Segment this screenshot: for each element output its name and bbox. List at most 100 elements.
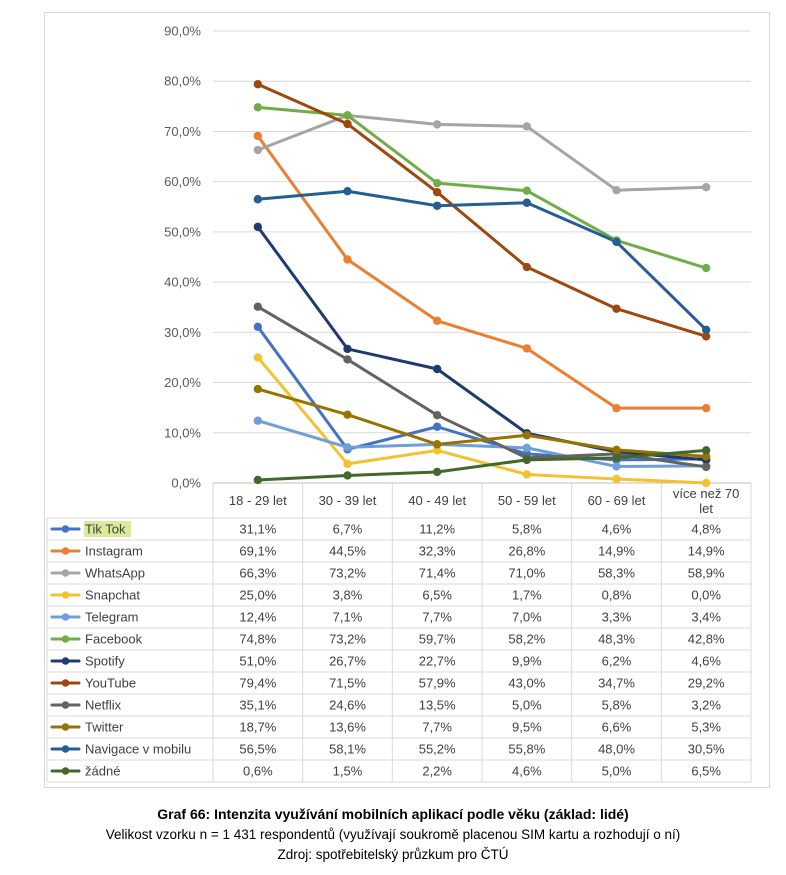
data-label-tik-tok: 31,1% [239, 522, 276, 537]
series-line-navigace-v-mobilu [256, 189, 708, 332]
data-label-snapchat: 0,0% [691, 588, 721, 603]
legend-key-marker [61, 723, 70, 731]
data-label-instagram: 69,1% [239, 544, 276, 559]
chart-caption-title: Graf 66: Intenzita využívání mobilních a… [157, 806, 629, 822]
data-point-facebook [522, 186, 532, 195]
data-label-tik-tok: 4,8% [691, 522, 721, 537]
legend-key-marker [61, 679, 70, 687]
data-point-youtube [612, 304, 621, 313]
legend-entry-youtube: YouTube [85, 676, 136, 691]
data-point-spotify [432, 364, 442, 374]
x-tick-label: 40 - 49 let [408, 493, 466, 508]
data-point-facebook [253, 103, 263, 112]
data-point-navigace-v-mobilu [343, 187, 352, 196]
chart-caption-subtitle: Velikost vzorku n = 1 431 respondentů (v… [105, 827, 681, 842]
data-point-youtube [522, 262, 532, 272]
data-label-spotify: 51,0% [239, 654, 276, 669]
y-tick-label: 50,0% [164, 224, 201, 239]
data-label-youtube: 79,4% [239, 676, 276, 691]
data-label-twitter: 9,5% [512, 720, 542, 735]
data-point-twitter [701, 452, 711, 461]
data-label-snapchat: 1,7% [512, 588, 542, 603]
legend-entry-navigace-v-mobilu: Navigace v mobilu [85, 742, 191, 757]
data-label-snapchat: 6,5% [422, 588, 452, 603]
data-point-facebook [343, 111, 352, 120]
data-label-instagram: 26,8% [508, 544, 545, 559]
data-label-tik-tok: 5,8% [512, 522, 542, 537]
data-label-netflix: 5,0% [512, 698, 542, 713]
data-point-snapchat [432, 446, 442, 455]
data-point-instagram [701, 403, 711, 413]
data-label-whatsapp: 71,4% [419, 566, 456, 581]
data-label-telegram: 7,7% [422, 610, 452, 625]
data-point-whatsapp [612, 186, 621, 195]
legend-entry-zadne: žádné [85, 764, 120, 779]
data-point-whatsapp [253, 145, 263, 155]
data-point-snapchat [253, 353, 263, 362]
data-point-snapchat [343, 459, 352, 469]
data-label-facebook: 74,8% [239, 632, 276, 647]
data-label-instagram: 14,9% [598, 544, 635, 559]
data-point-netflix [701, 462, 711, 472]
series-line-youtube [256, 82, 708, 338]
data-label-whatsapp: 58,9% [688, 566, 725, 581]
data-label-spotify: 4,6% [691, 654, 721, 669]
data-point-navigace-v-mobilu [701, 325, 711, 335]
y-tick-label: 10,0% [164, 425, 201, 440]
data-label-whatsapp: 66,3% [239, 566, 276, 581]
legend-key-marker [61, 701, 70, 709]
data-label-zadne: 0,6% [243, 764, 273, 779]
data-label-spotify: 22,7% [419, 654, 456, 669]
data-point-youtube [253, 80, 263, 89]
data-point-whatsapp [701, 182, 711, 192]
data-point-twitter [522, 431, 532, 440]
data-point-zadne [701, 446, 711, 455]
data-label-navigace-v-mobilu: 55,8% [508, 742, 545, 757]
data-label-zadne: 5,0% [602, 764, 632, 779]
data-label-zadne: 2,2% [422, 764, 452, 779]
data-label-youtube: 43,0% [508, 676, 545, 691]
y-tick-label: 60,0% [164, 174, 201, 189]
y-tick-label: 0,0% [171, 476, 201, 491]
data-point-snapchat [522, 470, 532, 479]
legend-highlight [84, 521, 131, 537]
legend-key-marker [61, 767, 70, 775]
data-label-facebook: 73,2% [329, 632, 366, 647]
data-label-spotify: 6,2% [602, 654, 632, 669]
data-point-telegram [343, 443, 352, 452]
data-point-youtube [343, 119, 352, 129]
data-point-facebook [701, 263, 711, 273]
y-tick-label: 40,0% [164, 275, 201, 290]
legend-entry-facebook: Facebook [85, 632, 143, 647]
legend-entry-tik-tok: Tik Tok [85, 522, 126, 537]
series-line-snapchat [256, 355, 708, 485]
legend-key-marker [61, 525, 70, 533]
legend-entry-whatsapp: WhatsApp [85, 566, 145, 581]
legend-key-marker [61, 745, 70, 753]
x-tick-label: 50 - 59 let [498, 493, 556, 508]
y-tick-label: 70,0% [164, 124, 201, 139]
data-label-snapchat: 3,8% [333, 588, 363, 603]
x-tick-label: 30 - 39 let [319, 493, 377, 508]
data-label-snapchat: 25,0% [239, 588, 276, 603]
series-line-telegram [256, 419, 708, 468]
data-label-whatsapp: 73,2% [329, 566, 366, 581]
data-point-zadne [522, 455, 532, 465]
data-label-youtube: 71,5% [329, 676, 366, 691]
y-tick-label: 20,0% [164, 375, 201, 390]
legend-key-marker [61, 657, 70, 665]
data-point-instagram [343, 255, 352, 264]
data-label-twitter: 6,6% [602, 720, 632, 735]
data-point-twitter [612, 445, 621, 455]
data-label-navigace-v-mobilu: 30,5% [688, 742, 725, 757]
data-point-navigace-v-mobilu [253, 195, 263, 204]
data-label-facebook: 48,3% [598, 632, 635, 647]
legend-entry-twitter: Twitter [85, 720, 124, 735]
data-label-zadne: 1,5% [333, 764, 363, 779]
data-point-whatsapp [432, 120, 442, 129]
data-label-spotify: 26,7% [329, 654, 366, 669]
x-tick-label: více než 70 let [673, 486, 740, 516]
legend-key-marker [61, 569, 70, 577]
data-label-youtube: 29,2% [688, 676, 725, 691]
data-point-snapchat [701, 478, 711, 488]
